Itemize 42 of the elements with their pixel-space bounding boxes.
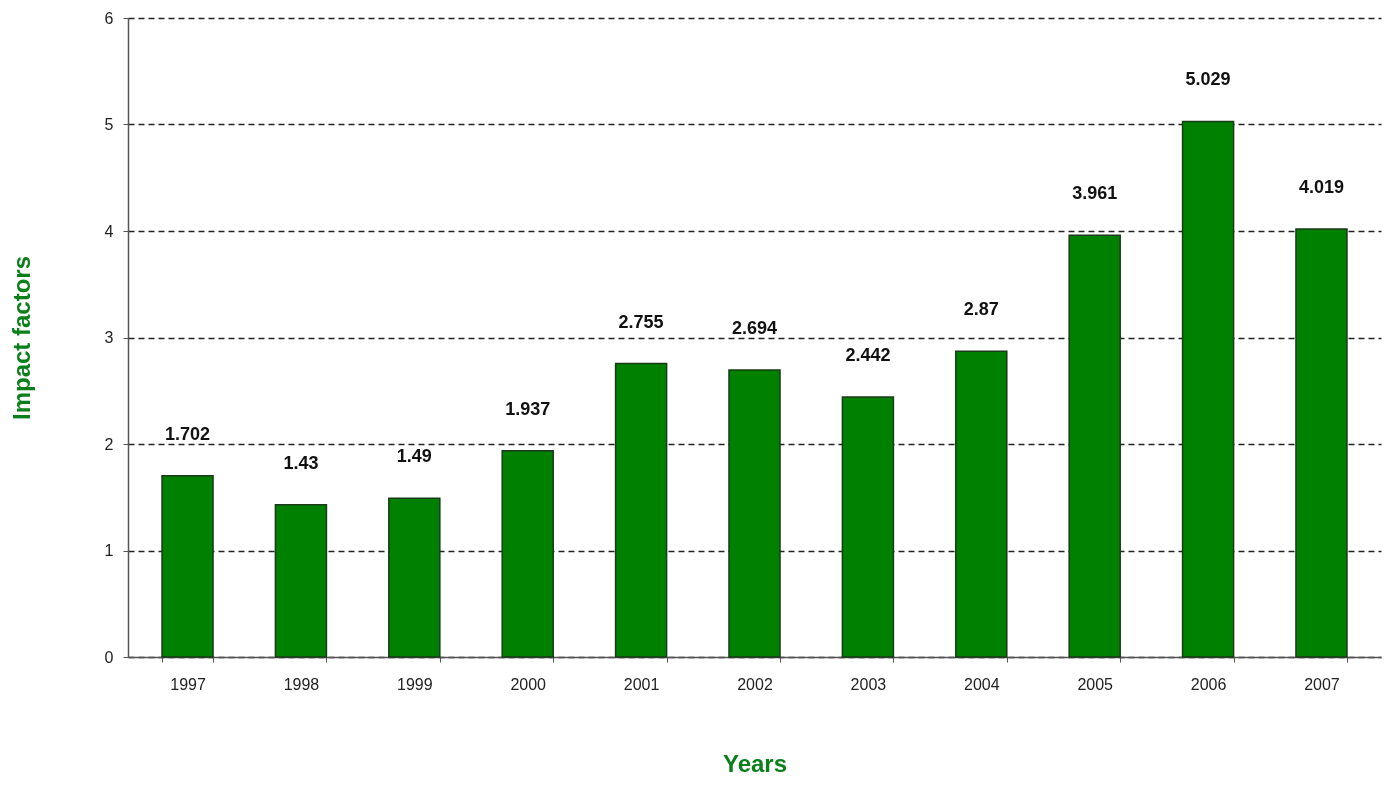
bar — [955, 350, 1008, 658]
data-label: 1.43 — [283, 452, 319, 473]
bar — [1181, 120, 1235, 658]
x-tick-label: 1997 — [170, 675, 206, 693]
y-tick-label: 4 — [104, 222, 114, 240]
x-tick-label: 2006 — [1190, 675, 1227, 693]
data-label: 4.019 — [1298, 176, 1344, 197]
bar — [161, 474, 214, 658]
x-tick-label: 1999 — [397, 675, 433, 693]
x-tick-label: 2005 — [1077, 675, 1114, 693]
bar — [1068, 234, 1121, 658]
x-tick-label: 2004 — [963, 675, 1000, 693]
bar — [614, 362, 668, 658]
x-tick-label: 2003 — [850, 675, 887, 693]
y-tick-label: 6 — [104, 9, 114, 27]
y-tick-label: 0 — [104, 648, 114, 666]
bar — [728, 369, 781, 658]
x-tick-label: 2007 — [1304, 675, 1340, 693]
x-tick-label: 2000 — [510, 675, 547, 693]
data-label: 2.694 — [731, 318, 778, 339]
y-tick-label: 3 — [104, 329, 114, 346]
x-tick-label: 1998 — [283, 675, 320, 693]
data-label: 2.755 — [618, 311, 664, 332]
bar — [1295, 228, 1348, 658]
data-label: 5.029 — [1185, 69, 1231, 90]
bar — [388, 497, 441, 658]
data-label: 2.442 — [845, 344, 891, 365]
x-axis-title: Years — [722, 749, 788, 777]
bar — [274, 503, 328, 658]
y-tick-label: 5 — [104, 116, 114, 133]
bar — [501, 449, 554, 658]
data-label: 1.702 — [165, 423, 211, 444]
y-tick-label: 2 — [104, 435, 114, 453]
data-label: 1.937 — [505, 398, 551, 419]
data-label: 3.961 — [1072, 183, 1118, 204]
x-tick-label: 2001 — [623, 675, 660, 693]
x-tick-label: 2002 — [737, 675, 773, 693]
data-label: 1.49 — [396, 446, 432, 467]
data-label: 2.87 — [963, 299, 999, 320]
y-axis-title: Impact factors — [7, 255, 35, 421]
bar — [841, 396, 895, 658]
y-tick-label: 1 — [104, 542, 114, 559]
